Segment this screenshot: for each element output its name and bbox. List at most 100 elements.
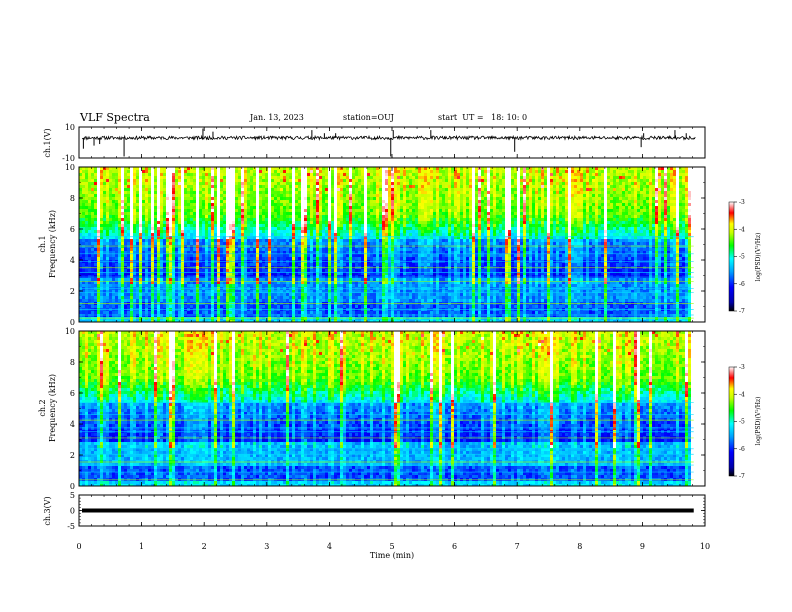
spectrogram-cell — [202, 212, 205, 215]
spectrogram-cell — [238, 257, 241, 260]
spectrogram-cell — [214, 227, 217, 230]
spectrogram-cell — [112, 203, 115, 206]
spectrogram-cell — [166, 263, 169, 266]
spectrogram-cell — [220, 191, 223, 194]
spectrogram-cell — [310, 191, 313, 194]
spectrogram-cell — [328, 278, 331, 281]
spectrogram-cell — [187, 257, 190, 260]
spectrogram-cell — [247, 284, 250, 287]
spectrogram-cell — [217, 209, 220, 212]
spectrogram-cell — [250, 296, 253, 299]
spectrogram-cell — [196, 179, 199, 182]
spectrogram-cell — [334, 257, 337, 260]
spectrogram-cell — [217, 248, 220, 251]
spectrogram-cell — [160, 254, 163, 257]
spectrogram-cell — [196, 278, 199, 281]
spectrogram-cell — [310, 293, 313, 296]
spectrogram-cell — [190, 284, 193, 287]
spectrogram-cell — [178, 245, 181, 248]
spectrogram-cell — [238, 242, 241, 245]
spectrogram-cell — [139, 269, 142, 272]
spectrogram-cell — [346, 275, 349, 278]
spectrogram-cell — [265, 200, 268, 203]
spectrogram-cell — [94, 281, 97, 284]
spectrogram-cell — [163, 182, 166, 185]
spectrogram-cell — [331, 230, 334, 233]
spectrogram-cell — [289, 305, 292, 308]
spectrogram-cell — [214, 167, 217, 170]
spectrogram-cell — [316, 167, 319, 170]
spectrogram-cell — [136, 203, 139, 206]
spectrogram-cell — [286, 182, 289, 185]
spectrogram-cell — [295, 212, 298, 215]
spectrogram-cell — [187, 170, 190, 173]
spectrogram-cell — [256, 290, 259, 293]
spectrogram-cell — [136, 185, 139, 188]
spectrogram-cell — [250, 182, 253, 185]
spectrogram-cell — [283, 242, 286, 245]
spectrogram-cell — [304, 242, 307, 245]
spectrogram-cell — [256, 179, 259, 182]
spectrogram-cell — [187, 215, 190, 218]
spectrogram-cell — [313, 305, 316, 308]
spectrogram-cell — [286, 275, 289, 278]
spectrogram-cell — [238, 224, 241, 227]
spectrogram-cell — [343, 185, 346, 188]
spectrogram-cell — [184, 206, 187, 209]
spectrogram-cell — [226, 278, 229, 281]
spectrogram-cell — [172, 191, 175, 194]
spectrogram-cell — [262, 275, 265, 278]
spectrogram-cell — [286, 311, 289, 314]
spectrogram-cell — [256, 218, 259, 221]
spectrogram-cell — [352, 275, 355, 278]
spectrogram-cell — [316, 281, 319, 284]
spectrogram-cell — [289, 314, 292, 317]
spectrogram-cell — [91, 176, 94, 179]
spectrogram-cell — [250, 275, 253, 278]
spectrogram-cell — [280, 311, 283, 314]
spectrogram-cell — [133, 185, 136, 188]
spectrogram-cell — [259, 245, 262, 248]
spectrogram-cell — [106, 263, 109, 266]
spectrogram-cell — [289, 272, 292, 275]
spectrogram-cell — [220, 248, 223, 251]
spectrogram-cell — [316, 224, 319, 227]
spectrogram-cell — [349, 311, 352, 314]
spectrogram-cell — [82, 200, 85, 203]
spectrogram-cell — [289, 275, 292, 278]
spectrogram-cell — [292, 191, 295, 194]
spectrogram-cell — [250, 224, 253, 227]
spectrogram-cell — [352, 305, 355, 308]
spectrogram-cell — [280, 191, 283, 194]
spectrogram-cell — [151, 221, 154, 224]
spectrogram-cell — [166, 194, 169, 197]
spectrogram-cell — [178, 212, 181, 215]
spectrogram-cell — [337, 263, 340, 266]
spectrogram-cell — [163, 299, 166, 302]
spectrogram-cell — [334, 227, 337, 230]
spectrogram-cell — [121, 263, 124, 266]
spectrogram-cell — [349, 224, 352, 227]
spectrogram-cell — [295, 185, 298, 188]
spectrogram-cell — [244, 290, 247, 293]
spectrogram-cell — [154, 203, 157, 206]
spectrogram-cell — [202, 197, 205, 200]
spectrogram-cell — [292, 272, 295, 275]
spectrogram-cell — [211, 170, 214, 173]
spectrogram-cell — [142, 167, 145, 170]
spectrogram-cell — [223, 257, 226, 260]
spectrogram-cell — [298, 182, 301, 185]
spectrogram-cell — [118, 239, 121, 242]
spectrogram-cell — [235, 230, 238, 233]
spectrogram-cell — [187, 233, 190, 236]
spectrogram-cell — [79, 218, 82, 221]
spectrogram-cell — [256, 254, 259, 257]
spectrogram-cell — [160, 257, 163, 260]
spectrogram-cell — [187, 212, 190, 215]
spectrogram-cell — [337, 218, 340, 221]
spectrogram-cell — [202, 188, 205, 191]
spectrogram-cell — [355, 290, 358, 293]
spectrogram-cell — [190, 269, 193, 272]
spectrogram-cell — [223, 182, 226, 185]
spectrogram-cell — [133, 203, 136, 206]
